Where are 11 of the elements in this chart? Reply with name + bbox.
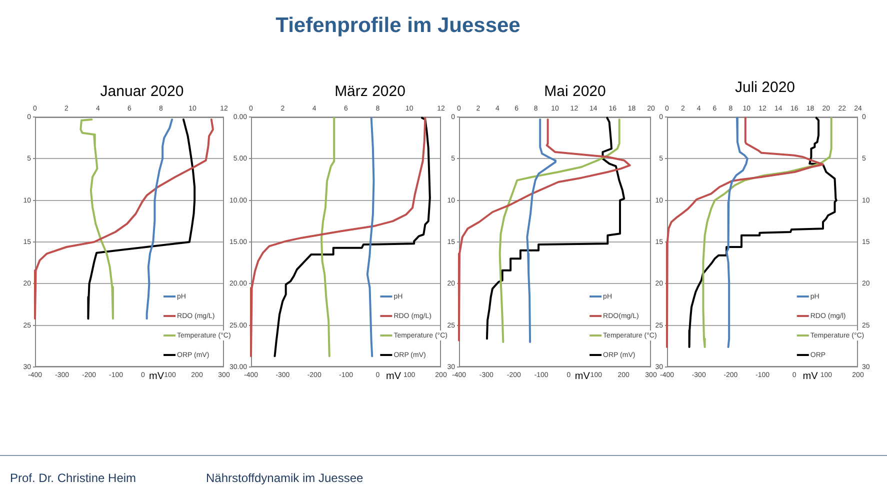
chart-title: Juli 2020	[734, 78, 796, 98]
text: Tiefenprofile im Juessee	[276, 13, 520, 39]
x-axis-title: mV	[149, 370, 164, 382]
x-axis-title: mV	[574, 370, 590, 382]
chart-title: März 2020	[334, 82, 406, 102]
x-axis-title: mV	[802, 370, 818, 382]
x-axis-title: mV	[386, 370, 402, 382]
text: Prof. Dr. Christine Heim	[10, 470, 136, 486]
chart-title: Januar 2020	[100, 82, 184, 102]
text: Nährstoffdynamik im Juessee	[206, 470, 364, 486]
chart-title: Mai 2020	[544, 82, 606, 102]
